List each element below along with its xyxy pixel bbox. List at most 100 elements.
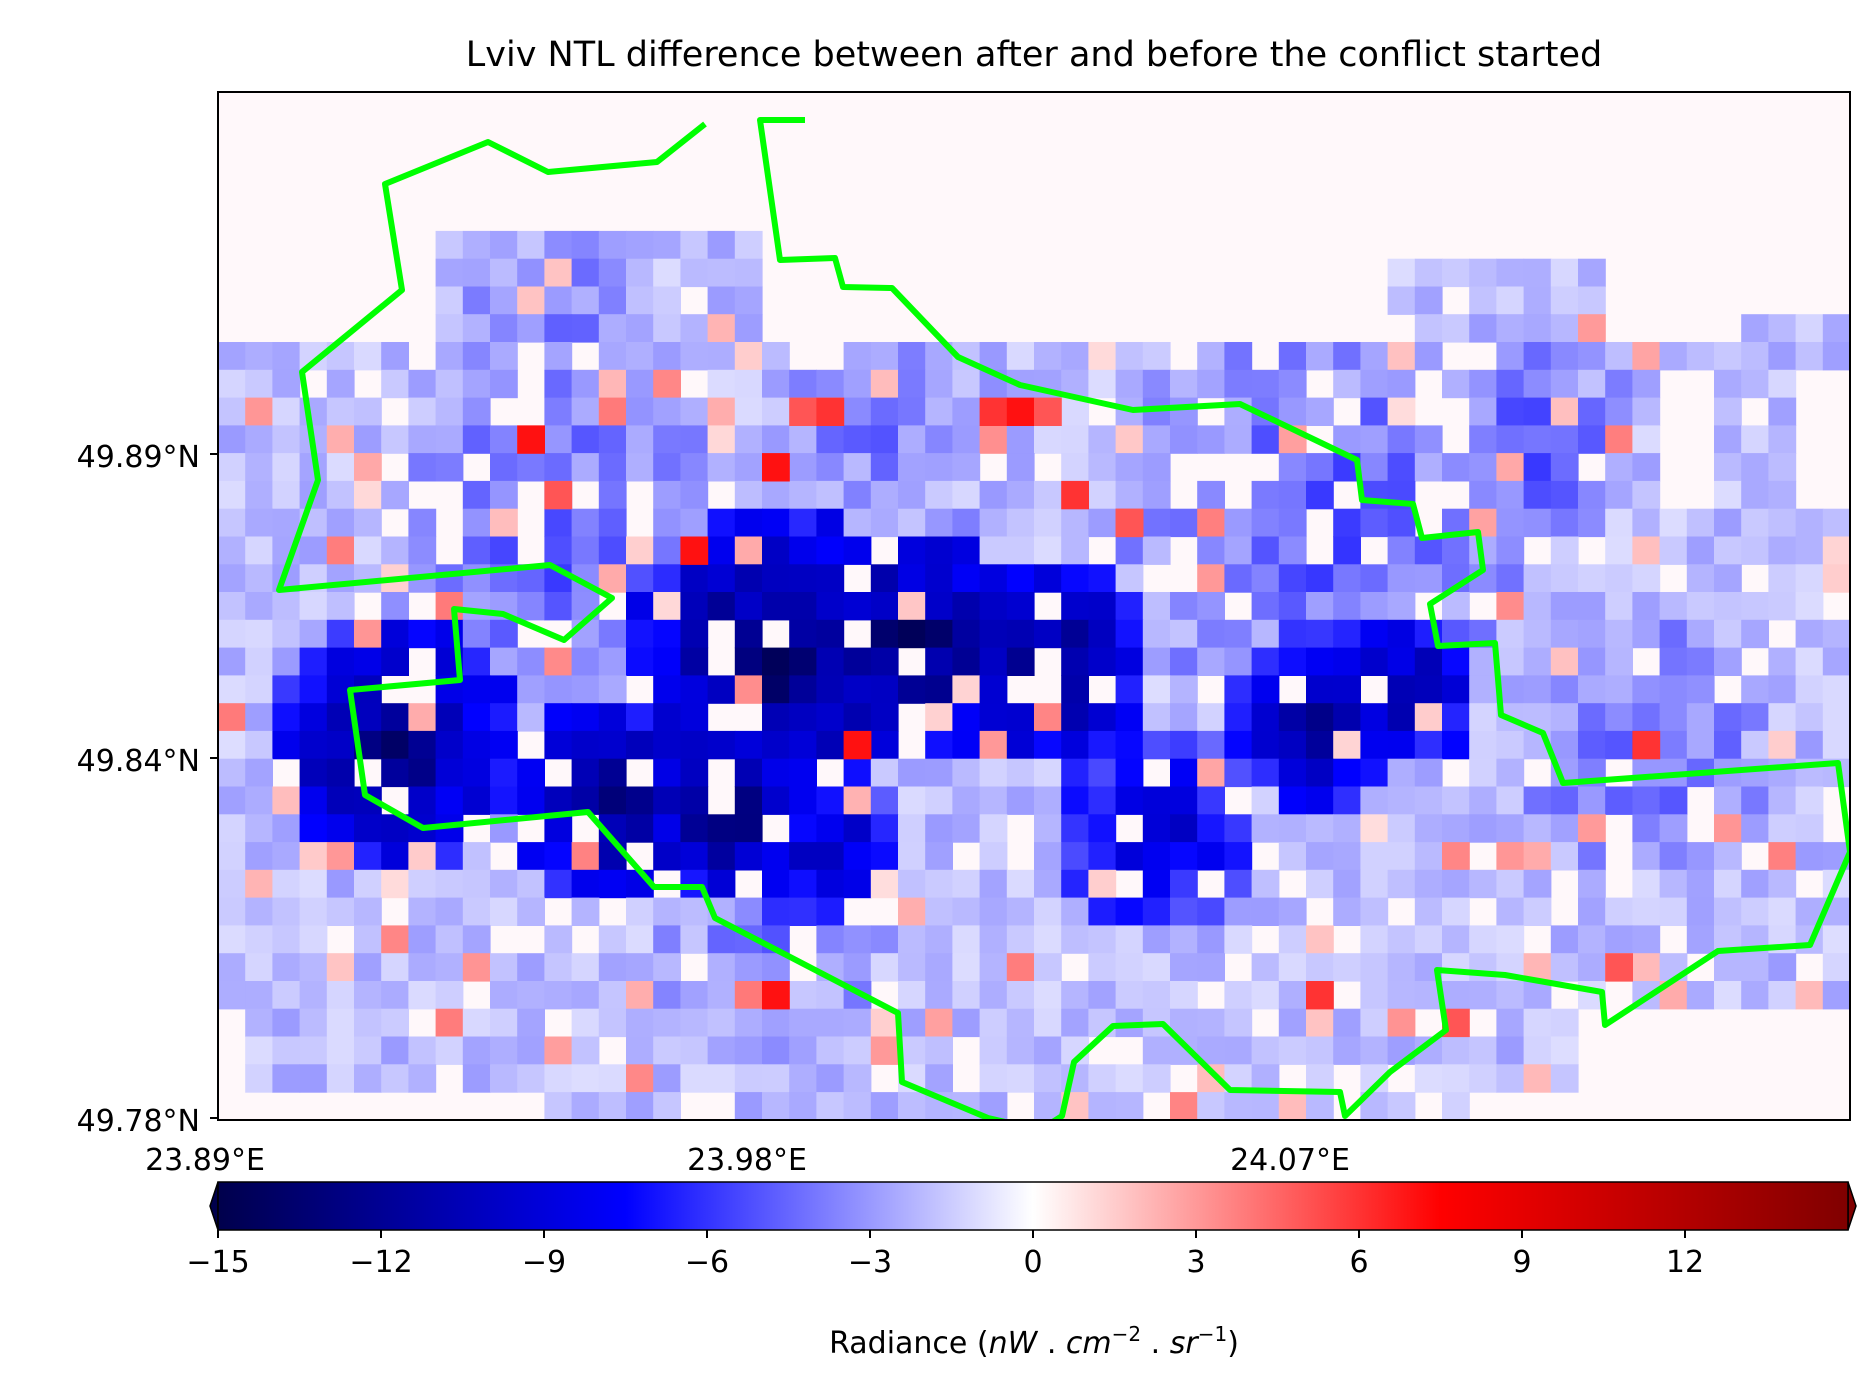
raster-pixel — [571, 536, 600, 565]
raster-pixel — [408, 536, 437, 565]
raster-pixel — [1741, 897, 1769, 926]
colorbar-gradient — [217, 1181, 1849, 1231]
raster-pixel — [653, 286, 681, 315]
raster-pixel — [544, 536, 573, 565]
raster-pixel — [1251, 814, 1280, 843]
raster-pixel — [245, 397, 273, 426]
raster-pixel — [1333, 619, 1361, 649]
raster-pixel — [598, 925, 627, 954]
raster-pixel — [1061, 925, 1089, 954]
raster-pixel — [272, 453, 301, 482]
colorbar-tick-label: 0 — [1023, 1245, 1042, 1280]
raster-pixel — [1414, 730, 1443, 760]
raster-pixel — [1306, 953, 1334, 982]
raster-pixel — [1496, 508, 1525, 538]
raster-pixel — [381, 703, 409, 732]
raster-pixel — [952, 1008, 981, 1038]
raster-pixel — [544, 786, 573, 815]
raster-pixel — [1442, 953, 1470, 982]
raster-pixel — [843, 342, 872, 371]
raster-pixel — [1061, 342, 1089, 371]
raster-pixel — [354, 397, 382, 426]
raster-pixel — [354, 508, 382, 538]
raster-pixel — [979, 925, 1008, 954]
raster-pixel — [626, 1036, 654, 1065]
colorbar-tick-label: 3 — [1186, 1245, 1205, 1280]
raster-pixel — [462, 897, 491, 926]
raster-pixel — [1034, 508, 1062, 538]
raster-pixel — [1387, 397, 1416, 426]
raster-pixel — [571, 703, 600, 732]
raster-pixel — [1142, 675, 1171, 704]
raster-pixel — [1333, 564, 1361, 593]
raster-pixel — [1034, 564, 1062, 593]
raster-pixel — [762, 1036, 790, 1065]
raster-pixel — [598, 647, 627, 676]
raster-pixel — [952, 647, 981, 676]
raster-pixel — [925, 981, 953, 1010]
raster-pixel — [952, 953, 981, 982]
raster-pixel — [979, 480, 1008, 510]
raster-pixel — [272, 592, 301, 621]
raster-pixel — [1632, 758, 1661, 788]
raster-pixel — [1768, 397, 1797, 426]
raster-pixel — [707, 230, 736, 260]
raster-pixel — [1034, 730, 1062, 760]
raster-pixel — [1605, 675, 1633, 704]
raster-pixel — [435, 564, 464, 593]
raster-pixel — [1414, 1064, 1443, 1093]
raster-pixel — [544, 1064, 573, 1093]
raster-pixel — [1197, 508, 1225, 538]
raster-pixel — [1714, 842, 1742, 871]
raster-pixel — [762, 592, 790, 621]
raster-pixel — [870, 786, 899, 815]
raster-pixel — [925, 758, 953, 788]
raster-pixel — [299, 869, 328, 899]
raster-pixel — [1768, 981, 1797, 1010]
raster-pixel — [1088, 1092, 1117, 1120]
raster-pixel — [707, 869, 736, 899]
raster-pixel — [870, 342, 899, 371]
raster-pixel — [1088, 897, 1117, 926]
raster-pixel — [1224, 675, 1253, 704]
colorbar-tick-label: −15 — [186, 1245, 249, 1280]
raster-pixel — [1496, 1036, 1525, 1065]
raster-pixel — [1659, 869, 1688, 899]
raster-pixel — [1006, 1064, 1035, 1093]
raster-pixel — [326, 953, 355, 982]
raster-pixel — [598, 953, 627, 982]
raster-pixel — [1142, 869, 1171, 899]
raster-pixel — [952, 925, 981, 954]
raster-pixel — [571, 425, 600, 454]
raster-pixel — [1741, 730, 1769, 760]
raster-pixel — [1768, 842, 1797, 871]
raster-pixel — [354, 425, 382, 454]
raster-pixel — [789, 647, 817, 676]
raster-pixel — [925, 869, 953, 899]
raster-pixel — [354, 897, 382, 926]
raster-pixel — [462, 536, 491, 565]
raster-pixel — [789, 842, 817, 871]
raster-pixel — [1142, 619, 1171, 649]
raster-pixel — [680, 397, 709, 426]
raster-pixel — [408, 397, 437, 426]
raster-pixel — [707, 314, 736, 343]
raster-pixel — [245, 453, 273, 482]
raster-pixel — [843, 425, 872, 454]
raster-pixel — [245, 1008, 273, 1038]
raster-pixel — [1006, 730, 1035, 760]
raster-pixel — [762, 897, 790, 926]
raster-pixel — [1251, 897, 1280, 926]
raster-pixel — [1523, 619, 1552, 649]
raster-pixel — [1768, 564, 1797, 593]
raster-pixel — [1632, 397, 1661, 426]
raster-pixel — [1605, 703, 1633, 732]
raster-pixel — [598, 425, 627, 454]
raster-pixel — [1523, 842, 1552, 871]
raster-pixel — [707, 397, 736, 426]
raster-pixel — [1523, 369, 1552, 399]
raster-pixel — [626, 703, 654, 732]
raster-pixel — [816, 842, 845, 871]
raster-pixel — [1115, 342, 1144, 371]
radiance-difference-raster — [218, 230, 1850, 1120]
